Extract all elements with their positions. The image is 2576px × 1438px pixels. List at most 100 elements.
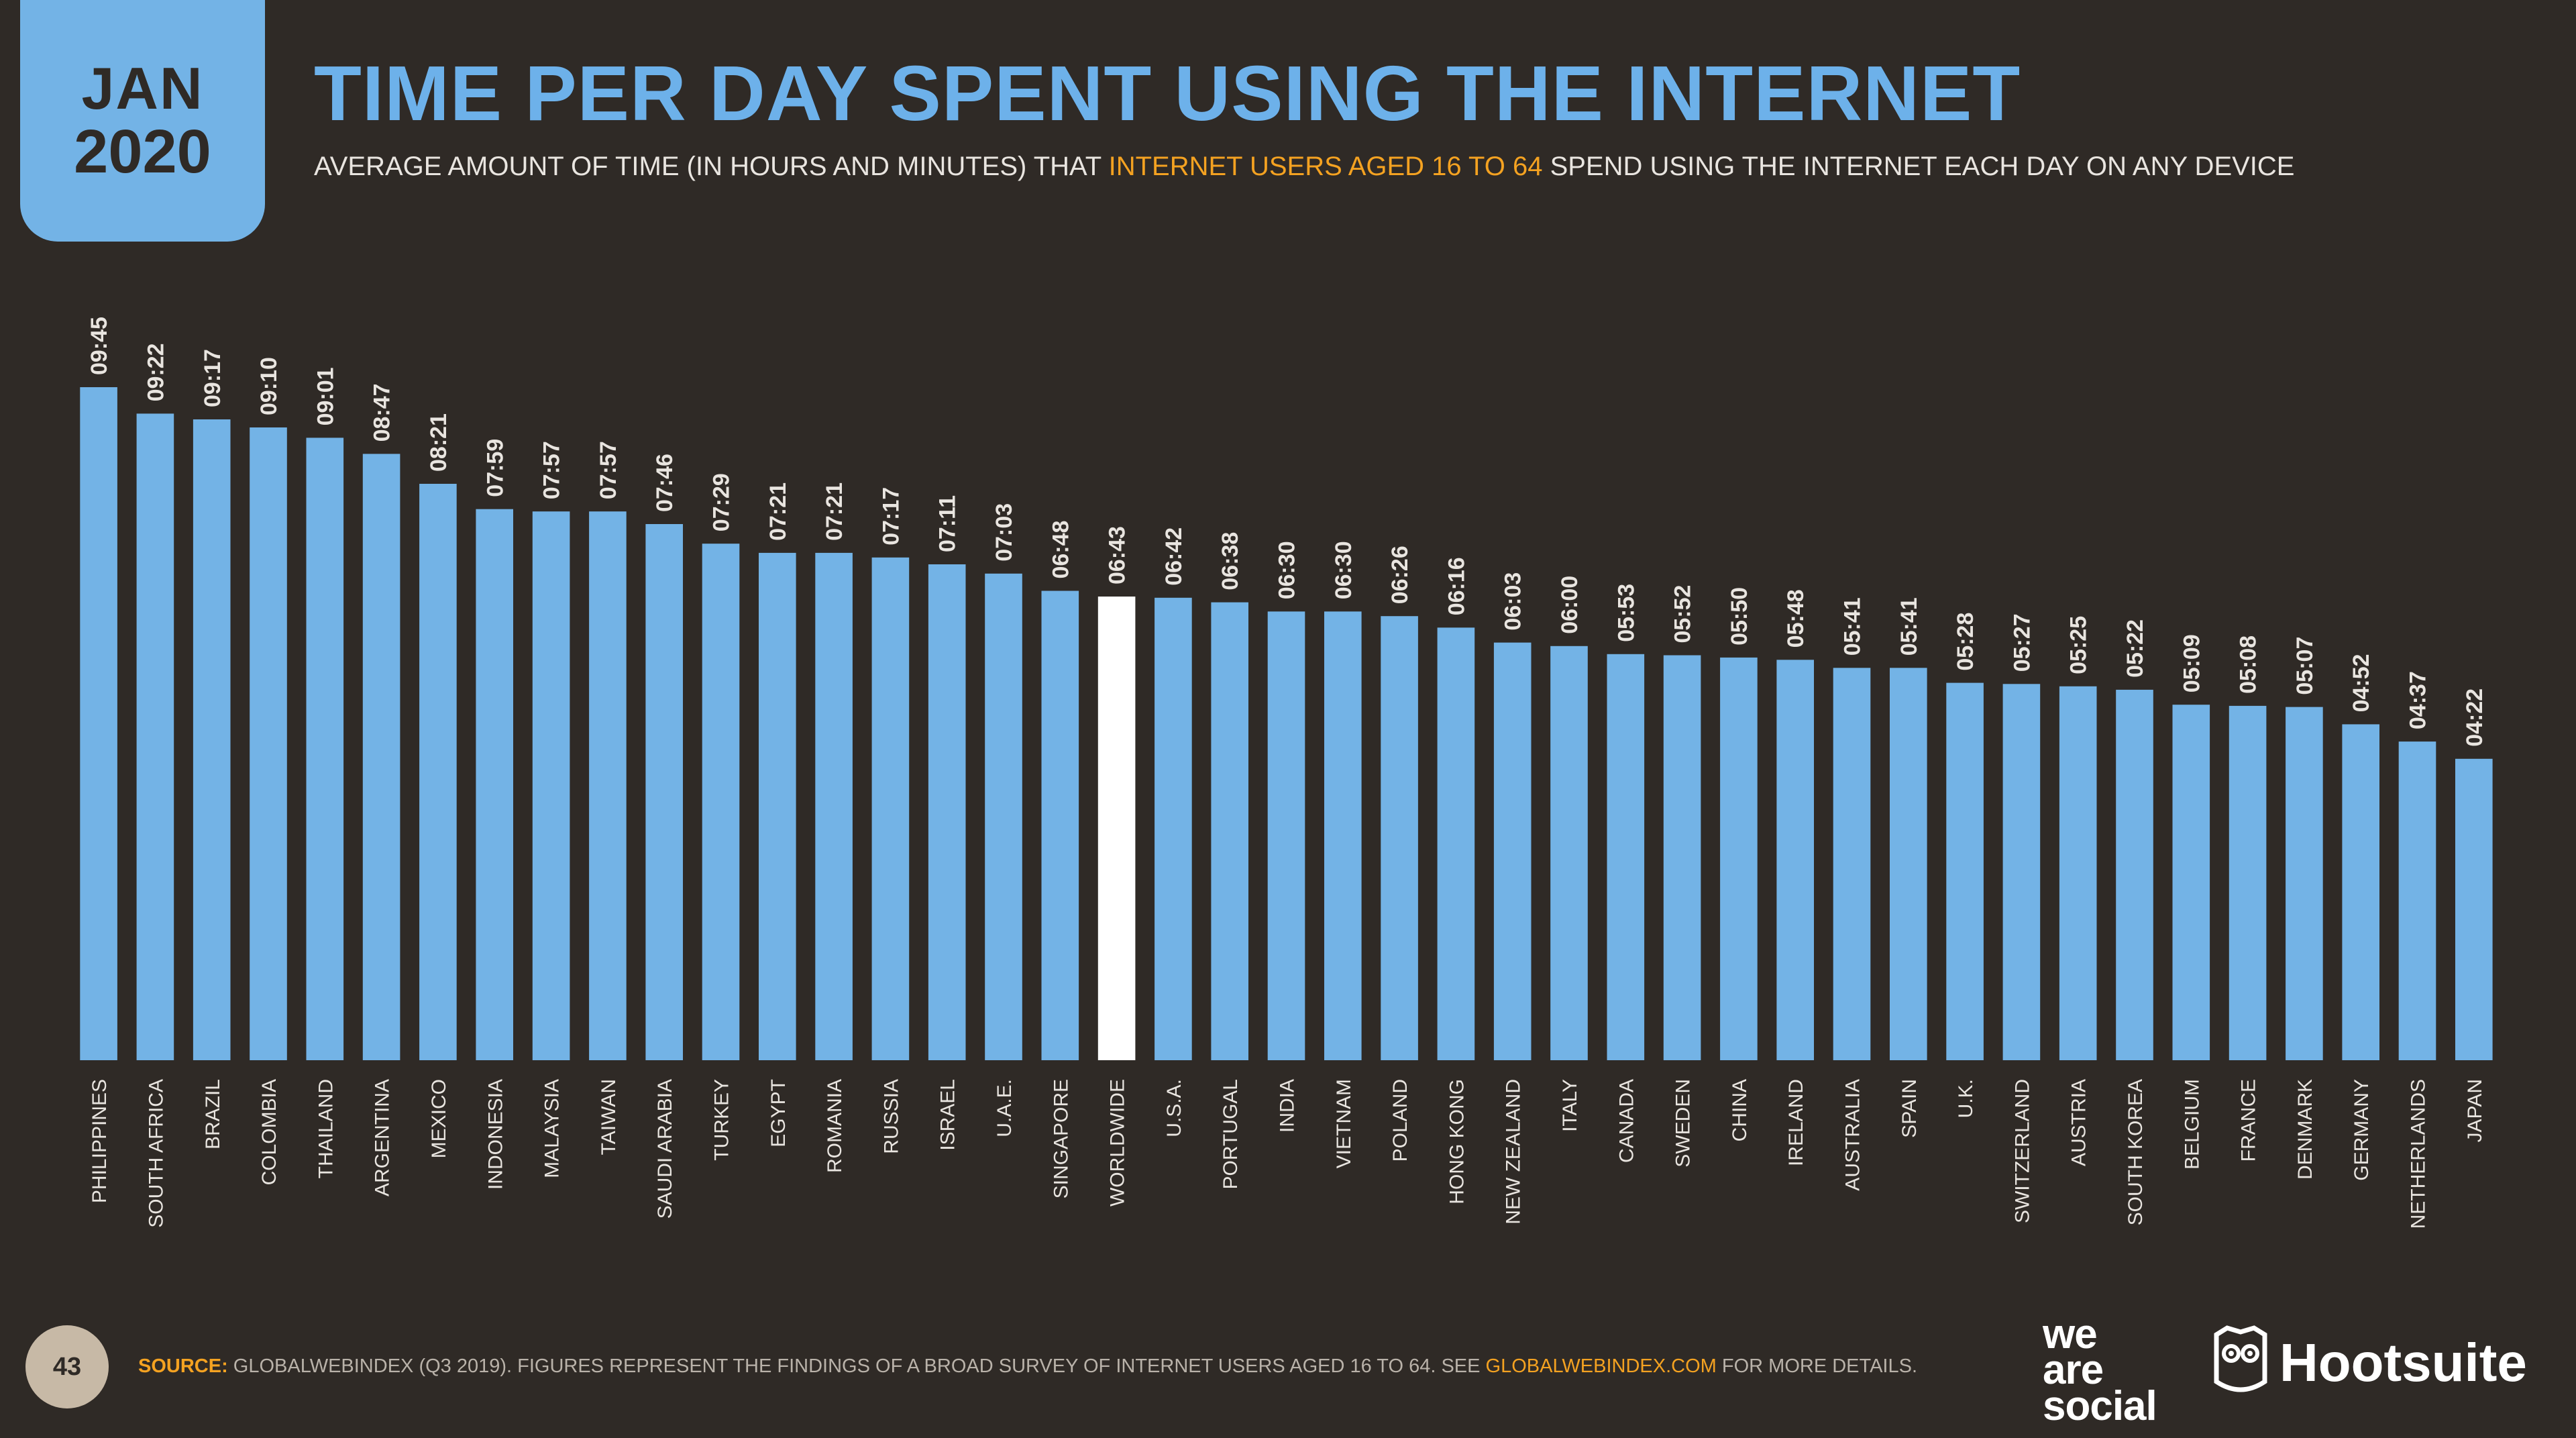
bar <box>1890 668 1927 1060</box>
bar-value-label: 06:43 <box>1105 526 1130 584</box>
bar-value-label: 05:27 <box>2009 613 2035 672</box>
bar <box>2342 724 2379 1060</box>
bar <box>589 511 627 1060</box>
page-number-badge: 43 <box>25 1325 109 1408</box>
category-label: U.K. <box>1955 1079 1977 1118</box>
bar <box>985 573 1022 1060</box>
category-label: PORTUGAL <box>1220 1079 1242 1190</box>
bar-value-label: 08:47 <box>370 383 395 442</box>
category-label: HONG KONG <box>1446 1079 1468 1204</box>
bar <box>2172 705 2210 1060</box>
source-link[interactable]: GLOBALWEBINDEX.COM <box>1485 1355 1717 1377</box>
bar <box>1097 597 1136 1060</box>
bar-value-label: 05:50 <box>1727 587 1752 646</box>
bar-value-label: 06:30 <box>1275 541 1300 599</box>
chart-title: TIME PER DAY SPENT USING THE INTERNET <box>314 50 2021 137</box>
bar-value-label: 05:52 <box>1670 585 1696 644</box>
hootsuite-logo: Hootsuite <box>2279 1333 2527 1392</box>
bar-value-label: 04:37 <box>2406 671 2431 729</box>
bar-value-label: 09:45 <box>87 317 112 375</box>
bar <box>80 387 117 1060</box>
date-tab: JAN 2020 <box>20 0 265 242</box>
bar-value-label: 05:22 <box>2123 619 2148 678</box>
date-year: 2020 <box>74 117 211 186</box>
category-label: CHINA <box>1729 1079 1751 1141</box>
bar <box>759 552 796 1060</box>
bar-value-label: 06:16 <box>1444 557 1469 615</box>
date-month: JAN <box>81 54 204 121</box>
category-label: ISRAEL <box>937 1079 959 1151</box>
bar <box>2059 686 2097 1060</box>
bar <box>1607 654 1645 1060</box>
bar-value-label: 06:26 <box>1387 546 1413 604</box>
category-label: VIETNAM <box>1333 1079 1355 1168</box>
bar <box>306 438 344 1060</box>
bar-value-label: 09:10 <box>256 357 282 415</box>
bar-value-label: 06:00 <box>1557 576 1582 634</box>
bar-value-label: 05:48 <box>1783 589 1809 648</box>
bar <box>250 427 287 1060</box>
category-label: AUSTRIA <box>2068 1079 2090 1166</box>
category-label: ARGENTINA <box>372 1079 394 1196</box>
bar <box>1211 602 1248 1060</box>
subtitle-post: SPEND USING THE INTERNET EACH DAY ON ANY… <box>1542 152 2295 181</box>
category-label: CANADA <box>1615 1079 1638 1163</box>
bar-value-label: 05:28 <box>1953 613 1978 671</box>
bar-value-label: 05:09 <box>2179 634 2204 692</box>
category-label: GERMANY <box>2351 1079 2373 1181</box>
bar <box>2398 741 2436 1060</box>
category-label: SWITZERLAND <box>2011 1079 2033 1223</box>
bar <box>419 484 457 1060</box>
bar <box>1324 611 1362 1060</box>
bar <box>1493 642 1532 1060</box>
category-label: TAIWAN <box>598 1079 620 1155</box>
category-label: EGYPT <box>767 1079 790 1147</box>
category-label: SINGAPORE <box>1050 1079 1072 1198</box>
category-label: TURKEY <box>711 1079 733 1161</box>
source-label: SOURCE: <box>138 1355 228 1377</box>
category-label: WORLDWIDE <box>1107 1079 1129 1206</box>
bar-value-label: 07:57 <box>539 441 565 499</box>
bar-value-label: 09:01 <box>313 367 338 425</box>
bar <box>532 511 570 1060</box>
source-text: GLOBALWEBINDEX (Q3 2019). FIGURES REPRES… <box>227 1355 1486 1377</box>
bar-value-label: 07:11 <box>935 495 961 552</box>
bar-value-label: 07:21 <box>822 482 847 541</box>
bar-value-label: 07:29 <box>709 473 735 531</box>
category-label: BELGIUM <box>2181 1079 2203 1170</box>
bar-value-label: 07:03 <box>991 503 1017 562</box>
logo-was-line-3: social <box>2043 1382 2157 1429</box>
category-label: SOUTH AFRICA <box>146 1079 168 1228</box>
we-are-social-logo: we are social <box>2043 1311 2157 1429</box>
bar-chart: 09:45 PHILIPPINES 09:22 SOUTH AFRICA 09:17 BR… <box>80 317 2493 1229</box>
bar <box>1946 682 1984 1060</box>
bar-value-label: 07:59 <box>482 439 508 497</box>
category-label: IRELAND <box>1785 1079 1807 1166</box>
bar-value-label: 08:21 <box>426 413 451 472</box>
bar-value-label: 04:52 <box>2349 654 2374 712</box>
category-label: SWEDEN <box>1672 1079 1695 1168</box>
bar <box>1381 616 1418 1060</box>
logo-was-line-1: we <box>2043 1311 2098 1357</box>
bar-value-label: 05:41 <box>1840 597 1866 656</box>
bar-value-label: 04:22 <box>2462 688 2487 747</box>
category-label: POLAND <box>1389 1079 1411 1162</box>
owl-icon <box>2214 1325 2267 1392</box>
category-label: U.S.A. <box>1163 1079 1185 1137</box>
bar <box>193 419 231 1060</box>
bar-value-label: 09:22 <box>144 343 169 401</box>
bar <box>362 454 400 1060</box>
bar <box>2002 684 2041 1060</box>
bar-value-label: 07:17 <box>878 487 904 546</box>
bar <box>2286 707 2323 1060</box>
logo-was-line-2: are <box>2043 1347 2104 1394</box>
category-label: SAUDI ARABIA <box>654 1079 676 1219</box>
bar-value-label: 07:57 <box>596 441 621 499</box>
bar <box>476 509 513 1060</box>
category-label: PHILIPPINES <box>89 1079 111 1203</box>
category-label: NEW ZEALAND <box>1503 1079 1525 1225</box>
category-label: THAILAND <box>315 1079 337 1178</box>
category-label: COLOMBIA <box>258 1079 280 1185</box>
bar <box>2455 758 2493 1060</box>
source-tail: FOR MORE DETAILS. <box>1716 1355 1918 1377</box>
